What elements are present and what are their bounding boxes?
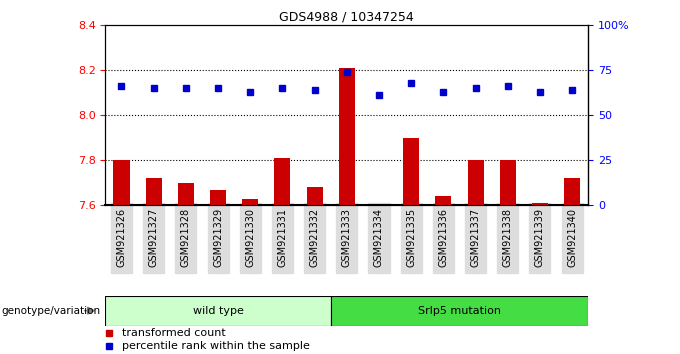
Bar [435,196,452,205]
Text: Srlp5 mutation: Srlp5 mutation [418,306,501,316]
Bar [242,199,258,205]
Bar [146,178,162,205]
Text: transformed count: transformed count [122,328,226,338]
Bar [105,296,330,326]
Text: wild type: wild type [192,306,243,316]
Title: GDS4988 / 10347254: GDS4988 / 10347254 [279,11,414,24]
Bar [178,183,194,205]
Bar [403,138,419,205]
Bar [210,189,226,205]
Text: percentile rank within the sample: percentile rank within the sample [122,341,309,351]
Bar [330,296,588,326]
Bar [532,203,548,205]
Bar [274,158,290,205]
Bar [468,160,483,205]
Bar [500,160,515,205]
Text: genotype/variation: genotype/variation [1,306,101,316]
Bar [307,187,322,205]
Bar [339,68,355,205]
Bar [371,205,387,210]
Bar [564,178,580,205]
Bar [114,160,130,205]
